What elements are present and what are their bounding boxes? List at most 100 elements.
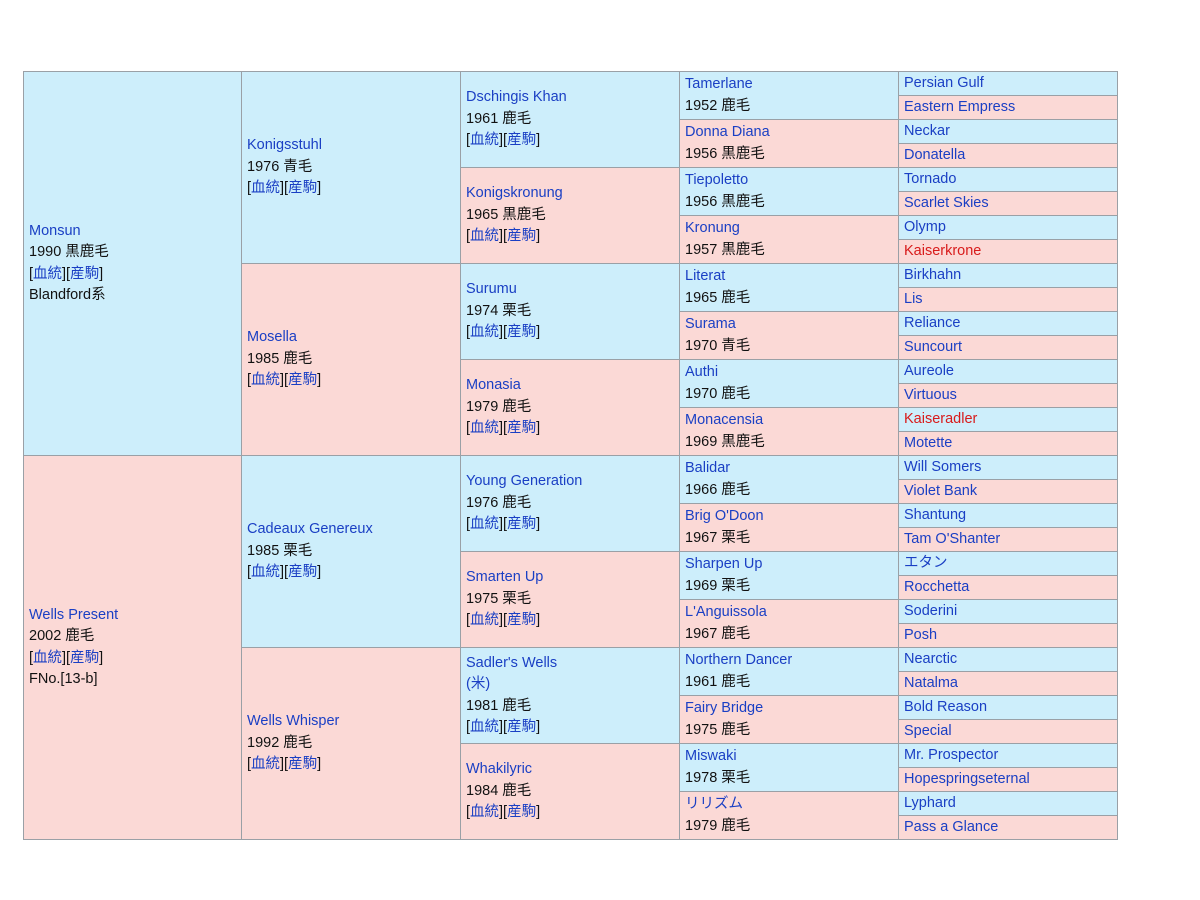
ancestor-cell: Literat 1965 鹿毛 <box>679 263 899 312</box>
progeny-link[interactable]: 産駒 <box>70 649 100 666</box>
horse-name-link[interactable]: Sadler's Wells <box>466 654 558 671</box>
horse-name-link[interactable]: Persian Gulf <box>904 74 984 91</box>
horse-name-link[interactable]: Monasia <box>466 377 521 394</box>
horse-name-link[interactable]: Literat <box>685 268 726 284</box>
horse-name-link[interactable]: Posh <box>904 626 938 643</box>
pedigree-link[interactable]: 血統 <box>251 564 281 581</box>
pedigree-row: Fairy Bridge 1975 鹿毛 Bold Reason <box>24 695 1118 744</box>
horse-name-link[interactable]: Wells Whisper <box>247 713 340 730</box>
horse-name-link[interactable]: Tamerlane <box>685 76 753 92</box>
progeny-link[interactable]: 産駒 <box>288 180 318 197</box>
birth-year-color: 1976 鹿毛 <box>466 494 532 511</box>
horse-name-link[interactable]: リリズム <box>685 796 743 812</box>
horse-name-link[interactable]: Kaiserkrone <box>904 242 982 259</box>
horse-name-link[interactable]: Eastern Empress <box>904 98 1016 115</box>
pedigree-link[interactable]: 血統 <box>470 324 500 341</box>
horse-name-link[interactable]: Kaiseradler <box>904 410 978 427</box>
horse-name-link[interactable]: Fairy Bridge <box>685 700 764 716</box>
progeny-link[interactable]: 産駒 <box>70 265 100 282</box>
horse-name-link[interactable]: Reliance <box>904 314 961 331</box>
horse-name-link[interactable]: Mr. Prospector <box>904 746 999 763</box>
horse-name-link[interactable]: Brig O'Doon <box>685 508 764 524</box>
pedigree-link[interactable]: 血統 <box>33 649 63 666</box>
horse-name-link[interactable]: Will Somers <box>904 458 982 475</box>
progeny-link[interactable]: 産駒 <box>507 719 537 735</box>
pedigree-link[interactable]: 血統 <box>470 804 500 821</box>
horse-name-link[interactable]: Young Generation <box>466 473 583 490</box>
pedigree-link[interactable]: 血統 <box>470 516 500 533</box>
horse-name-link[interactable]: Monsun <box>29 222 81 239</box>
horse-name-link[interactable]: Mosella <box>247 329 297 346</box>
bracket: [ <box>466 612 471 629</box>
horse-name-link[interactable]: Tornado <box>904 170 957 187</box>
pedigree-link[interactable]: 血統 <box>470 612 500 629</box>
horse-name-link[interactable]: Sharpen Up <box>685 556 763 572</box>
ancestor-cell: Tornado <box>898 167 1118 192</box>
horse-name-link[interactable]: Shantung <box>904 506 967 523</box>
progeny-link[interactable]: 産駒 <box>507 804 537 821</box>
horse-name-link[interactable]: Rocchetta <box>904 578 970 595</box>
progeny-link[interactable]: 産駒 <box>507 516 537 533</box>
pedigree-link[interactable]: 血統 <box>251 372 281 389</box>
horse-name-link[interactable]: Virtuous <box>904 386 957 403</box>
horse-name-link[interactable]: Special <box>904 722 952 739</box>
pedigree-link[interactable]: 血統 <box>470 228 500 245</box>
horse-name-link[interactable]: Whakilyric <box>466 761 533 778</box>
progeny-link[interactable]: 産駒 <box>507 132 537 149</box>
link-row: [血統][産駒] <box>466 226 674 248</box>
horse-name-link[interactable]: Lyphard <box>904 794 956 811</box>
horse-name-link[interactable]: Monacensia <box>685 412 764 428</box>
pedigree-link[interactable]: 血統 <box>470 420 500 437</box>
horse-name-link[interactable]: Aureole <box>904 362 954 379</box>
pedigree-link[interactable]: 血統 <box>251 180 281 197</box>
horse-name-link[interactable]: Konigskronung <box>466 185 563 202</box>
birth-year-color: 1985 栗毛 <box>247 542 313 559</box>
horse-name-link[interactable]: Surumu <box>466 281 517 298</box>
pedigree-link[interactable]: 血統 <box>470 132 500 149</box>
horse-name-link[interactable]: Olymp <box>904 218 946 235</box>
country-link[interactable]: (米) <box>466 676 491 692</box>
progeny-link[interactable]: 産駒 <box>507 324 537 341</box>
progeny-link[interactable]: 産駒 <box>507 420 537 437</box>
horse-name-link[interactable]: Konigsstuhl <box>247 137 322 154</box>
horse-name-link[interactable]: Scarlet Skies <box>904 194 989 211</box>
horse-name-link[interactable]: Neckar <box>904 122 950 139</box>
horse-name-link[interactable]: Birkhahn <box>904 266 962 283</box>
pedigree-link[interactable]: 血統 <box>33 265 63 282</box>
horse-name-link[interactable]: Donna Diana <box>685 124 770 140</box>
progeny-link[interactable]: 産駒 <box>507 612 537 629</box>
progeny-link[interactable]: 産駒 <box>507 228 537 245</box>
horse-name-link[interactable]: Northern Dancer <box>685 652 793 668</box>
horse-name-link[interactable]: Nearctic <box>904 650 958 667</box>
horse-name-link[interactable]: Lis <box>904 290 923 307</box>
horse-name-link[interactable]: Motette <box>904 434 953 451</box>
horse-name-link[interactable]: Soderini <box>904 602 958 619</box>
pedigree-row: Hopespringseternal <box>24 767 1118 792</box>
horse-name-link[interactable]: Authi <box>685 364 719 380</box>
pedigree-link[interactable]: 血統 <box>470 719 500 735</box>
horse-name-link[interactable]: Wells Present <box>29 606 119 623</box>
horse-name-link[interactable]: Tiepoletto <box>685 172 749 188</box>
progeny-link[interactable]: 産駒 <box>288 756 318 773</box>
pedigree-link[interactable]: 血統 <box>251 756 281 773</box>
horse-name-link[interactable]: エタン <box>904 554 948 571</box>
progeny-link[interactable]: 産駒 <box>288 372 318 389</box>
horse-name-link[interactable]: Dschingis Khan <box>466 89 567 106</box>
horse-name-link[interactable]: Tam O'Shanter <box>904 530 1001 547</box>
horse-name-link[interactable]: Balidar <box>685 460 731 476</box>
progeny-link[interactable]: 産駒 <box>288 564 318 581</box>
horse-name-link[interactable]: Donatella <box>904 146 966 163</box>
horse-name-link[interactable]: Miswaki <box>685 748 737 764</box>
horse-name-link[interactable]: Kronung <box>685 220 740 236</box>
ancestor-cell: Pass a Glance <box>898 815 1118 840</box>
horse-name-link[interactable]: Violet Bank <box>904 482 978 499</box>
horse-name-link[interactable]: Bold Reason <box>904 698 988 715</box>
horse-name-link[interactable]: Smarten Up <box>466 569 544 586</box>
horse-name-link[interactable]: Hopespringseternal <box>904 770 1030 787</box>
horse-name-link[interactable]: Suncourt <box>904 338 963 355</box>
horse-name-link[interactable]: Cadeaux Genereux <box>247 521 373 538</box>
horse-name-link[interactable]: Natalma <box>904 674 958 691</box>
horse-name-link[interactable]: L'Anguissola <box>685 604 767 620</box>
horse-name-link[interactable]: Pass a Glance <box>904 818 999 835</box>
horse-name-link[interactable]: Surama <box>685 316 736 332</box>
